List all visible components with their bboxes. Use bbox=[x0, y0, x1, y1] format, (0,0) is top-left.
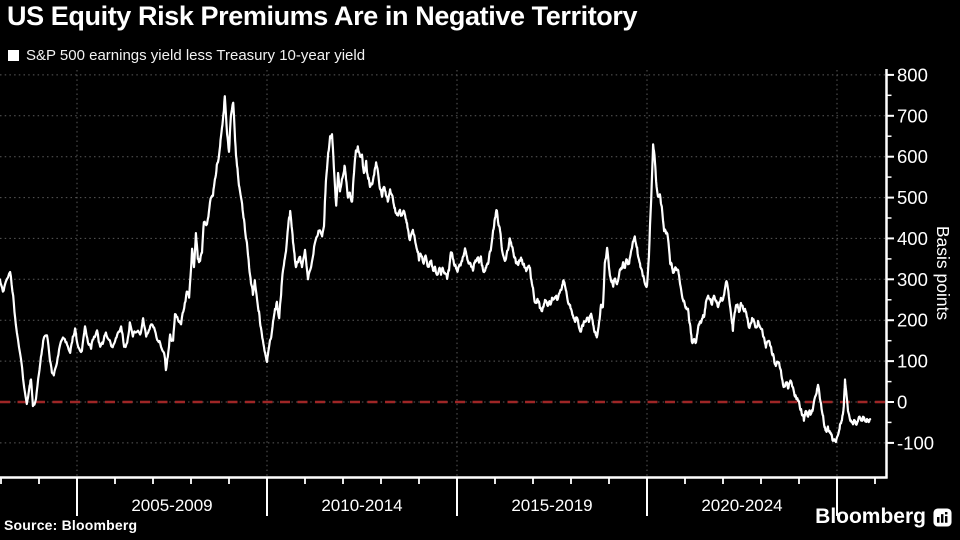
x-section-label: 2020-2024 bbox=[701, 496, 782, 515]
source-credit: Source: Bloomberg bbox=[4, 517, 138, 533]
y-tick-label: 200 bbox=[897, 310, 928, 331]
y-tick-label: 500 bbox=[897, 187, 928, 208]
bar-chart-icon bbox=[933, 507, 952, 527]
y-axis-title: Basis points bbox=[933, 226, 953, 321]
legend-label: S&P 500 earnings yield less Treasury 10-… bbox=[26, 47, 366, 64]
x-section-label: 2005-2009 bbox=[131, 496, 212, 515]
x-section-label: 2010-2014 bbox=[321, 496, 402, 515]
bloomberg-logo-text: Bloomberg bbox=[815, 505, 926, 528]
y-tick-label: 800 bbox=[897, 64, 928, 85]
chart-title: US Equity Risk Premiums Are in Negative … bbox=[7, 1, 638, 31]
bloomberg-logo: Bloomberg bbox=[815, 505, 952, 529]
y-tick-label: 0 bbox=[897, 392, 907, 413]
series-line bbox=[0, 95, 872, 444]
y-tick-label: -100 bbox=[897, 432, 934, 453]
x-section-label: 2015-2019 bbox=[511, 496, 592, 515]
y-tick-label: 600 bbox=[897, 146, 928, 167]
legend-square-marker bbox=[8, 50, 19, 61]
legend: S&P 500 earnings yield less Treasury 10-… bbox=[8, 47, 365, 64]
y-tick-label: 100 bbox=[897, 351, 928, 372]
y-tick-label: 300 bbox=[897, 269, 928, 290]
y-tick-label: 700 bbox=[897, 105, 928, 126]
y-tick-label: 400 bbox=[897, 228, 928, 249]
